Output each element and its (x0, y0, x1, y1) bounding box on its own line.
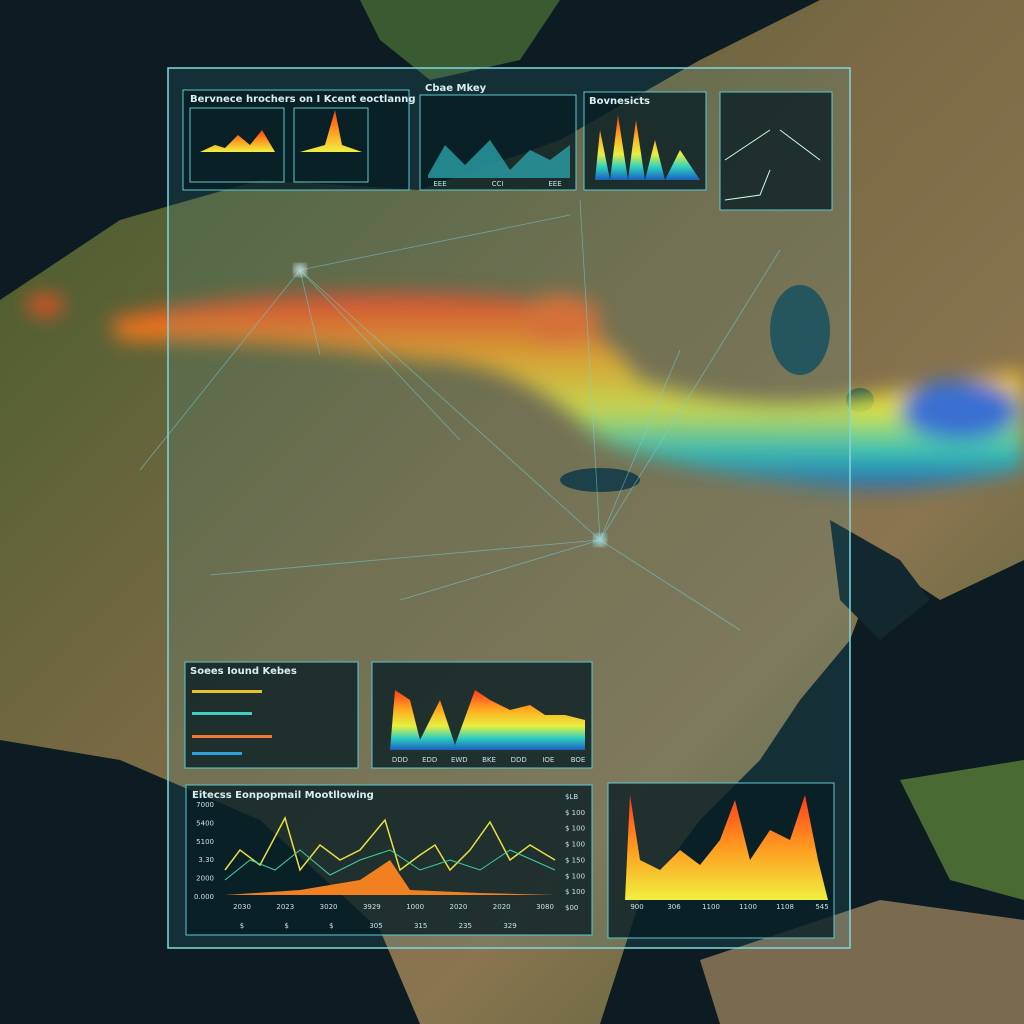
x-tick-label: 306 (667, 903, 681, 911)
x-tick-label: 3929 (363, 903, 381, 911)
y2-tick-label: $ 100 (565, 809, 585, 817)
x-tick-label: $ (329, 922, 333, 930)
x-tick-label: 2030 (233, 903, 251, 911)
panel-frame (719, 91, 833, 211)
area-chart (428, 140, 570, 178)
y2-tick-label: $LB (565, 793, 578, 801)
x-tick-label: CCI (492, 180, 504, 188)
x-tick-label: DDD (392, 756, 408, 764)
panel-title: Soees Iound Kebes (190, 666, 297, 677)
y-tick-label: 0.000 (194, 893, 214, 901)
area-chart (300, 110, 362, 152)
lake (770, 285, 830, 375)
bar (192, 712, 252, 715)
x-tick-label: 315 (414, 922, 427, 930)
x-tick-label: EEE (548, 180, 561, 188)
panel-title: Cbae Mkey (425, 83, 487, 94)
y2-tick-label: $ 100 (565, 841, 585, 849)
y-tick-label: 3.30 (198, 856, 214, 864)
x-tick-label: 3080 (536, 903, 554, 911)
x-tick-label: 235 (459, 922, 472, 930)
landmass (360, 0, 560, 80)
top-left-panel: Bervnece hrochers on I Kcent eoctlanng (182, 89, 416, 191)
area-chart (390, 690, 585, 750)
panel-title: Eitecss Eonpopmail Mootllowing (192, 790, 374, 801)
x-tick-label: EDD (422, 756, 437, 764)
x-tick-label: 900 (630, 903, 643, 911)
area-chart (225, 860, 555, 895)
bar (192, 735, 272, 738)
chart-frame (293, 107, 369, 183)
panel-title: Bovnesicts (589, 96, 650, 107)
y2-tick-label: $ 100 (565, 825, 585, 833)
x-tick-label: 305 (369, 922, 382, 930)
y-tick-label: 5400 (196, 819, 214, 827)
x-tick-label: EWD (451, 756, 468, 764)
network-links (139, 199, 781, 631)
y2-tick-label: $ 100 (565, 872, 585, 880)
line-chart (724, 129, 821, 201)
x-tick-label: IOE (542, 756, 554, 764)
landmass (900, 760, 1024, 900)
panel-frame (185, 784, 593, 936)
x-tick-label: 3020 (320, 903, 338, 911)
panel-frame (182, 89, 410, 191)
top-mid-panel: Cbae Mkey (419, 83, 577, 191)
line-chart (224, 816, 556, 872)
mid-chart-panel (371, 661, 593, 769)
x-tick-label: 329 (503, 922, 516, 930)
chart-frame (189, 107, 285, 183)
x-tick-label: DDD (511, 756, 527, 764)
y2-tick-label: $ 100 (565, 888, 585, 896)
x-tick-label: $ (284, 922, 288, 930)
x-tick-label: 2020 (493, 903, 511, 911)
landmass (700, 900, 1024, 1024)
bottom-panel: Eitecss Eonpopmail Mootllowing (185, 784, 593, 936)
x-tick-label: 2020 (450, 903, 468, 911)
area-chart (625, 795, 828, 900)
x-tick-label: BOE (571, 756, 586, 764)
y2-tick-label: $ 150 (565, 856, 585, 864)
x-tick-label: 1108 (776, 903, 794, 911)
heat-map (27, 293, 1024, 488)
x-tick-label: 2023 (276, 903, 294, 911)
mid-left-panel: Soees Iound Kebes (184, 661, 359, 769)
x-tick-label: BKE (482, 756, 496, 764)
x-tick-label: 1000 (406, 903, 424, 911)
y-tick-label: 2000 (196, 875, 214, 883)
bottom-right-panel (607, 782, 835, 939)
x-tick-label: EEE (433, 180, 446, 188)
lake (560, 468, 640, 492)
y-tick-label: 5100 (196, 838, 214, 846)
y2-tick-label: $00 (565, 904, 578, 912)
bar (192, 752, 242, 755)
panel-title: Bervnece hrochers on I Kcent eoctlanng (190, 94, 416, 105)
top-right-panel: Bovnesicts (583, 91, 833, 211)
bar (192, 690, 262, 693)
x-tick-label: 545 (815, 903, 828, 911)
area-chart (200, 130, 275, 152)
x-tick-label: 1100 (702, 903, 720, 911)
line-chart (224, 849, 556, 881)
y-tick-label: 7000 (196, 801, 214, 809)
area-chart (595, 115, 700, 180)
sea (830, 520, 930, 640)
x-tick-label: $ (240, 922, 244, 930)
x-tick-label: 1100 (739, 903, 757, 911)
